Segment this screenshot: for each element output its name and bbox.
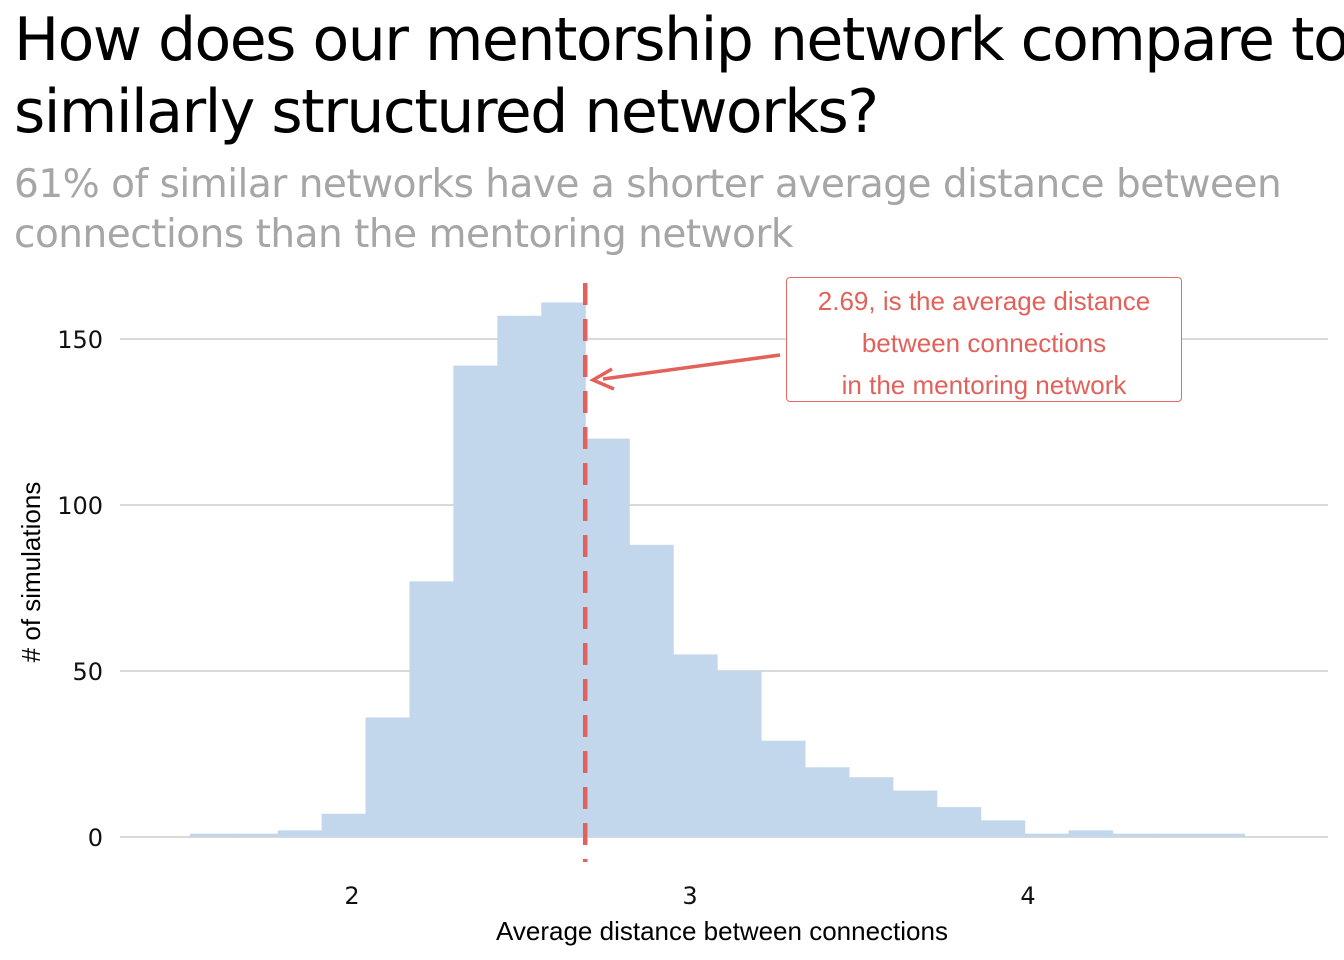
chart-title-line-2: similarly structured networks? — [14, 77, 879, 147]
histogram-bar — [453, 365, 498, 837]
histogram-bar — [1024, 833, 1070, 837]
histogram-bar — [673, 654, 718, 837]
histogram-bar — [1112, 833, 1158, 837]
histogram-bar — [277, 830, 323, 837]
annotation-arrow-shaft — [602, 353, 781, 381]
y-tick-label: 0 — [88, 824, 103, 852]
histogram-bar — [1200, 833, 1245, 837]
histogram-bar — [585, 438, 630, 837]
reference-marker — [582, 283, 781, 862]
histogram-bar — [936, 807, 982, 837]
histogram-bar — [189, 833, 235, 837]
histogram-bar — [717, 671, 762, 837]
histogram-bar — [409, 581, 454, 837]
y-axis-ticks: 0 50 100 150 — [57, 326, 103, 852]
histogram-bar — [541, 302, 586, 838]
x-tick-label: 3 — [682, 882, 697, 910]
histogram-bar — [760, 740, 806, 837]
y-tick-label: 50 — [72, 658, 103, 686]
annotation-line-2: between connections — [861, 328, 1107, 358]
annotation-line-1: 2.69, is the average distance — [817, 286, 1151, 316]
histogram-bars — [189, 302, 1245, 838]
chart-title: How does our mentorship network compare … — [14, 4, 1344, 148]
chart-subtitle-line-1: 61% of similar networks have a shorter a… — [14, 162, 1282, 207]
histogram-bar — [1068, 830, 1114, 837]
histogram-bar — [804, 767, 850, 837]
annotation-arrow-head — [589, 367, 615, 391]
histogram-bar — [980, 820, 1026, 837]
chart-subtitle: 61% of similar networks have a shorter a… — [14, 160, 1334, 260]
x-axis-ticks: 2 3 4 — [344, 882, 1035, 910]
annotation-line-3: in the mentoring network — [841, 370, 1127, 400]
histogram-bar — [1156, 833, 1201, 837]
histogram-bar — [497, 315, 542, 837]
x-tick-label: 4 — [1020, 882, 1035, 910]
histogram-bar — [892, 790, 938, 837]
y-tick-label: 150 — [57, 326, 103, 354]
histogram-bar — [233, 833, 279, 837]
chart-subtitle-line-2: connections than the mentoring network — [14, 212, 794, 257]
histogram-bar — [629, 544, 674, 837]
x-tick-label: 2 — [344, 882, 359, 910]
annotation-box: 2.69, is the average distance between co… — [786, 277, 1182, 402]
y-axis-title: # of simulations — [16, 482, 46, 663]
y-tick-label: 100 — [57, 492, 103, 520]
x-axis-title: Average distance between connections — [496, 916, 948, 946]
histogram-bar — [365, 717, 411, 837]
chart-title-line-1: How does our mentorship network compare … — [14, 5, 1344, 75]
histogram-bar — [848, 777, 894, 837]
histogram-bar — [321, 813, 367, 837]
